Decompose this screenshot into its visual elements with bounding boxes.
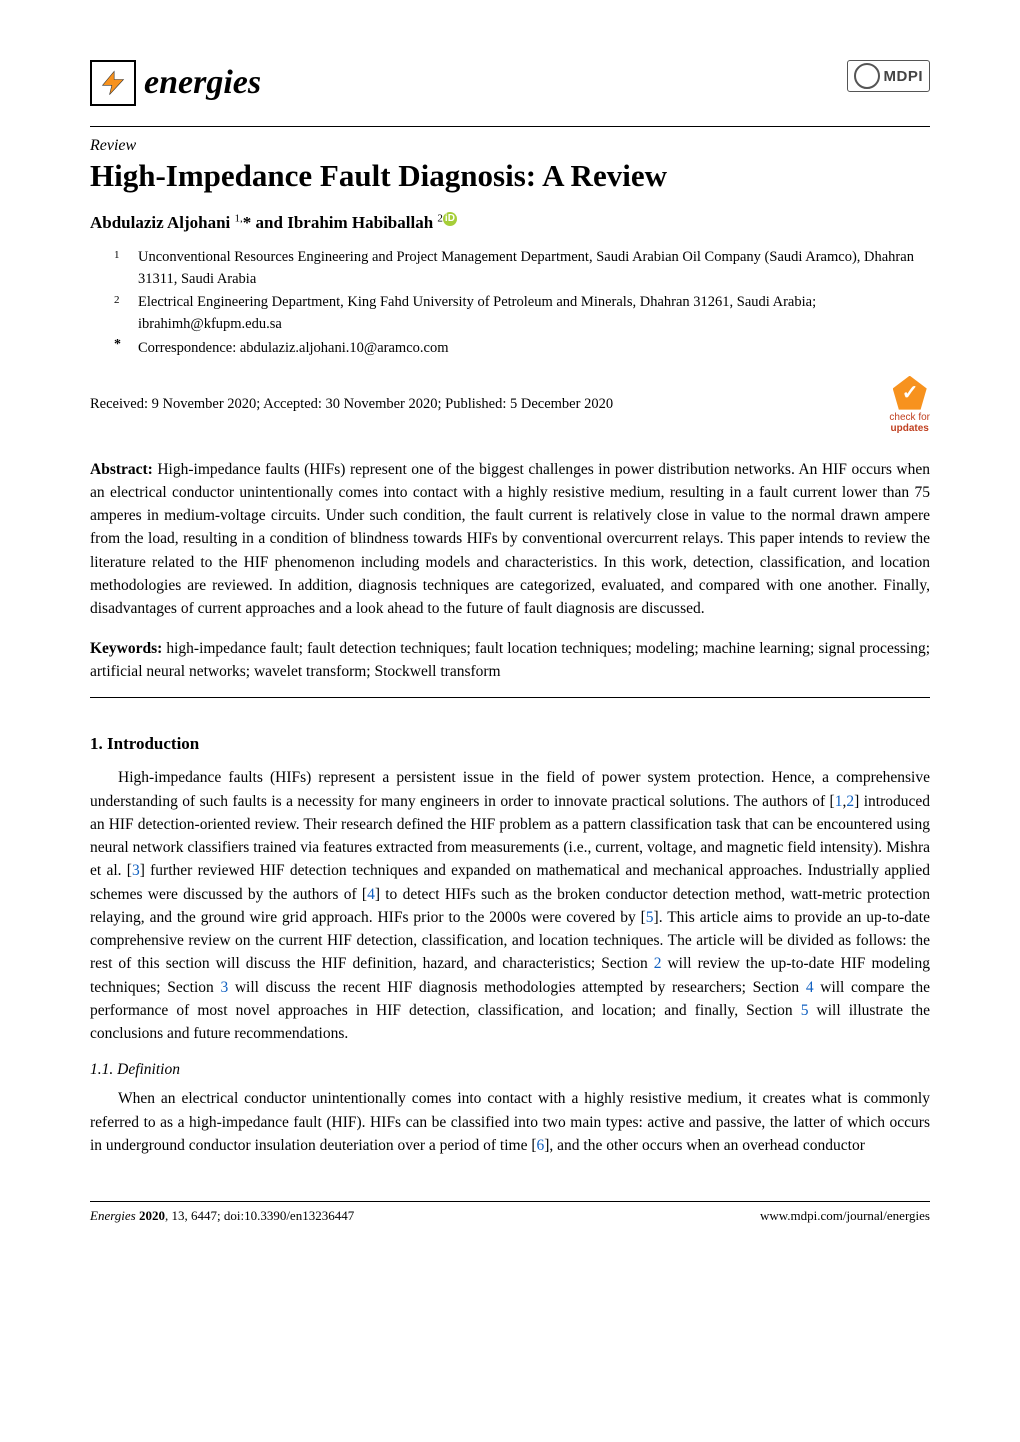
footer-journal: Energies xyxy=(90,1208,139,1223)
page-footer: Energies 2020, 13, 6447; doi:10.3390/en1… xyxy=(90,1201,930,1224)
affiliations: 1 Unconventional Resources Engineering a… xyxy=(114,247,930,360)
correspondence-text: Correspondence: abdulaziz.aljohani.10@ar… xyxy=(138,338,448,360)
affiliation-1: 1 Unconventional Resources Engineering a… xyxy=(114,247,930,291)
authors-text: Abdulaziz Aljohani 1,* and Ibrahim Habib… xyxy=(90,213,443,232)
section-1-heading: 1. Introduction xyxy=(90,734,930,754)
article-type: Review xyxy=(90,137,930,155)
abstract-text: High-impedance faults (HIFs) represent o… xyxy=(90,461,930,618)
bolt-icon xyxy=(90,60,136,106)
correspondence-marker: * xyxy=(114,338,124,360)
publisher-name: MDPI xyxy=(884,68,924,85)
definition-text-b: ], and the other occurs when an overhead… xyxy=(544,1137,865,1154)
footer-right: www.mdpi.com/journal/energies xyxy=(760,1208,930,1224)
footer-citation: , 13, 6447; doi:10.3390/en13236447 xyxy=(165,1208,354,1223)
mdpi-swirl-icon xyxy=(854,63,880,89)
affiliation-2: 2 Electrical Engineering Department, Kin… xyxy=(114,292,930,336)
publisher-logo: MDPI xyxy=(847,60,931,92)
keywords-label: Keywords: xyxy=(90,640,162,657)
check-updates-line1: check for xyxy=(889,412,930,423)
top-rule xyxy=(90,126,930,127)
keywords-rule xyxy=(90,697,930,698)
footer-year: 2020 xyxy=(139,1208,165,1223)
footer-left: Energies 2020, 13, 6447; doi:10.3390/en1… xyxy=(90,1208,354,1224)
subsection-1-1-heading: 1.1. Definition xyxy=(90,1061,930,1079)
keywords: Keywords: high-impedance fault; fault de… xyxy=(90,638,930,683)
affiliation-num: 1 xyxy=(114,247,124,291)
check-updates-badge[interactable]: check for updates xyxy=(889,376,930,434)
footer-url[interactable]: www.mdpi.com/journal/energies xyxy=(760,1208,930,1223)
intro-text-h: will discuss the recent HIF diagnosis me… xyxy=(228,979,806,996)
keywords-text: high-impedance fault; fault detection te… xyxy=(90,640,930,679)
correspondence: * Correspondence: abdulaziz.aljohani.10@… xyxy=(114,338,930,360)
check-updates-icon xyxy=(893,376,927,410)
ref-link-2[interactable]: 2 xyxy=(846,793,854,810)
ref-link-5[interactable]: 5 xyxy=(646,909,654,926)
article-title: High-Impedance Fault Diagnosis: A Review xyxy=(90,157,930,194)
section-ref-4[interactable]: 4 xyxy=(806,979,814,996)
journal-name: energies xyxy=(144,64,261,102)
ref-link-3[interactable]: 3 xyxy=(132,862,140,879)
publication-dates: Received: 9 November 2020; Accepted: 30 … xyxy=(90,396,613,413)
authors: Abdulaziz Aljohani 1,* and Ibrahim Habib… xyxy=(90,212,930,233)
abstract-label: Abstract: xyxy=(90,461,153,478)
check-updates-line2: updates xyxy=(891,423,929,434)
affiliation-text: Unconventional Resources Engineering and… xyxy=(138,247,930,291)
intro-text-a: High-impedance faults (HIFs) represent a… xyxy=(90,769,930,809)
abstract: Abstract: High-impedance faults (HIFs) r… xyxy=(90,458,930,621)
dates-row: Received: 9 November 2020; Accepted: 30 … xyxy=(90,376,930,434)
header: energies MDPI xyxy=(90,60,930,106)
lightning-icon xyxy=(99,69,127,97)
journal-logo: energies xyxy=(90,60,261,106)
intro-paragraph: High-impedance faults (HIFs) represent a… xyxy=(90,766,930,1045)
affiliation-num: 2 xyxy=(114,292,124,336)
ref-link-4[interactable]: 4 xyxy=(367,886,375,903)
affiliation-text: Electrical Engineering Department, King … xyxy=(138,292,930,336)
orcid-icon[interactable]: iD xyxy=(443,212,457,226)
definition-paragraph: When an electrical conductor unintention… xyxy=(90,1087,930,1157)
